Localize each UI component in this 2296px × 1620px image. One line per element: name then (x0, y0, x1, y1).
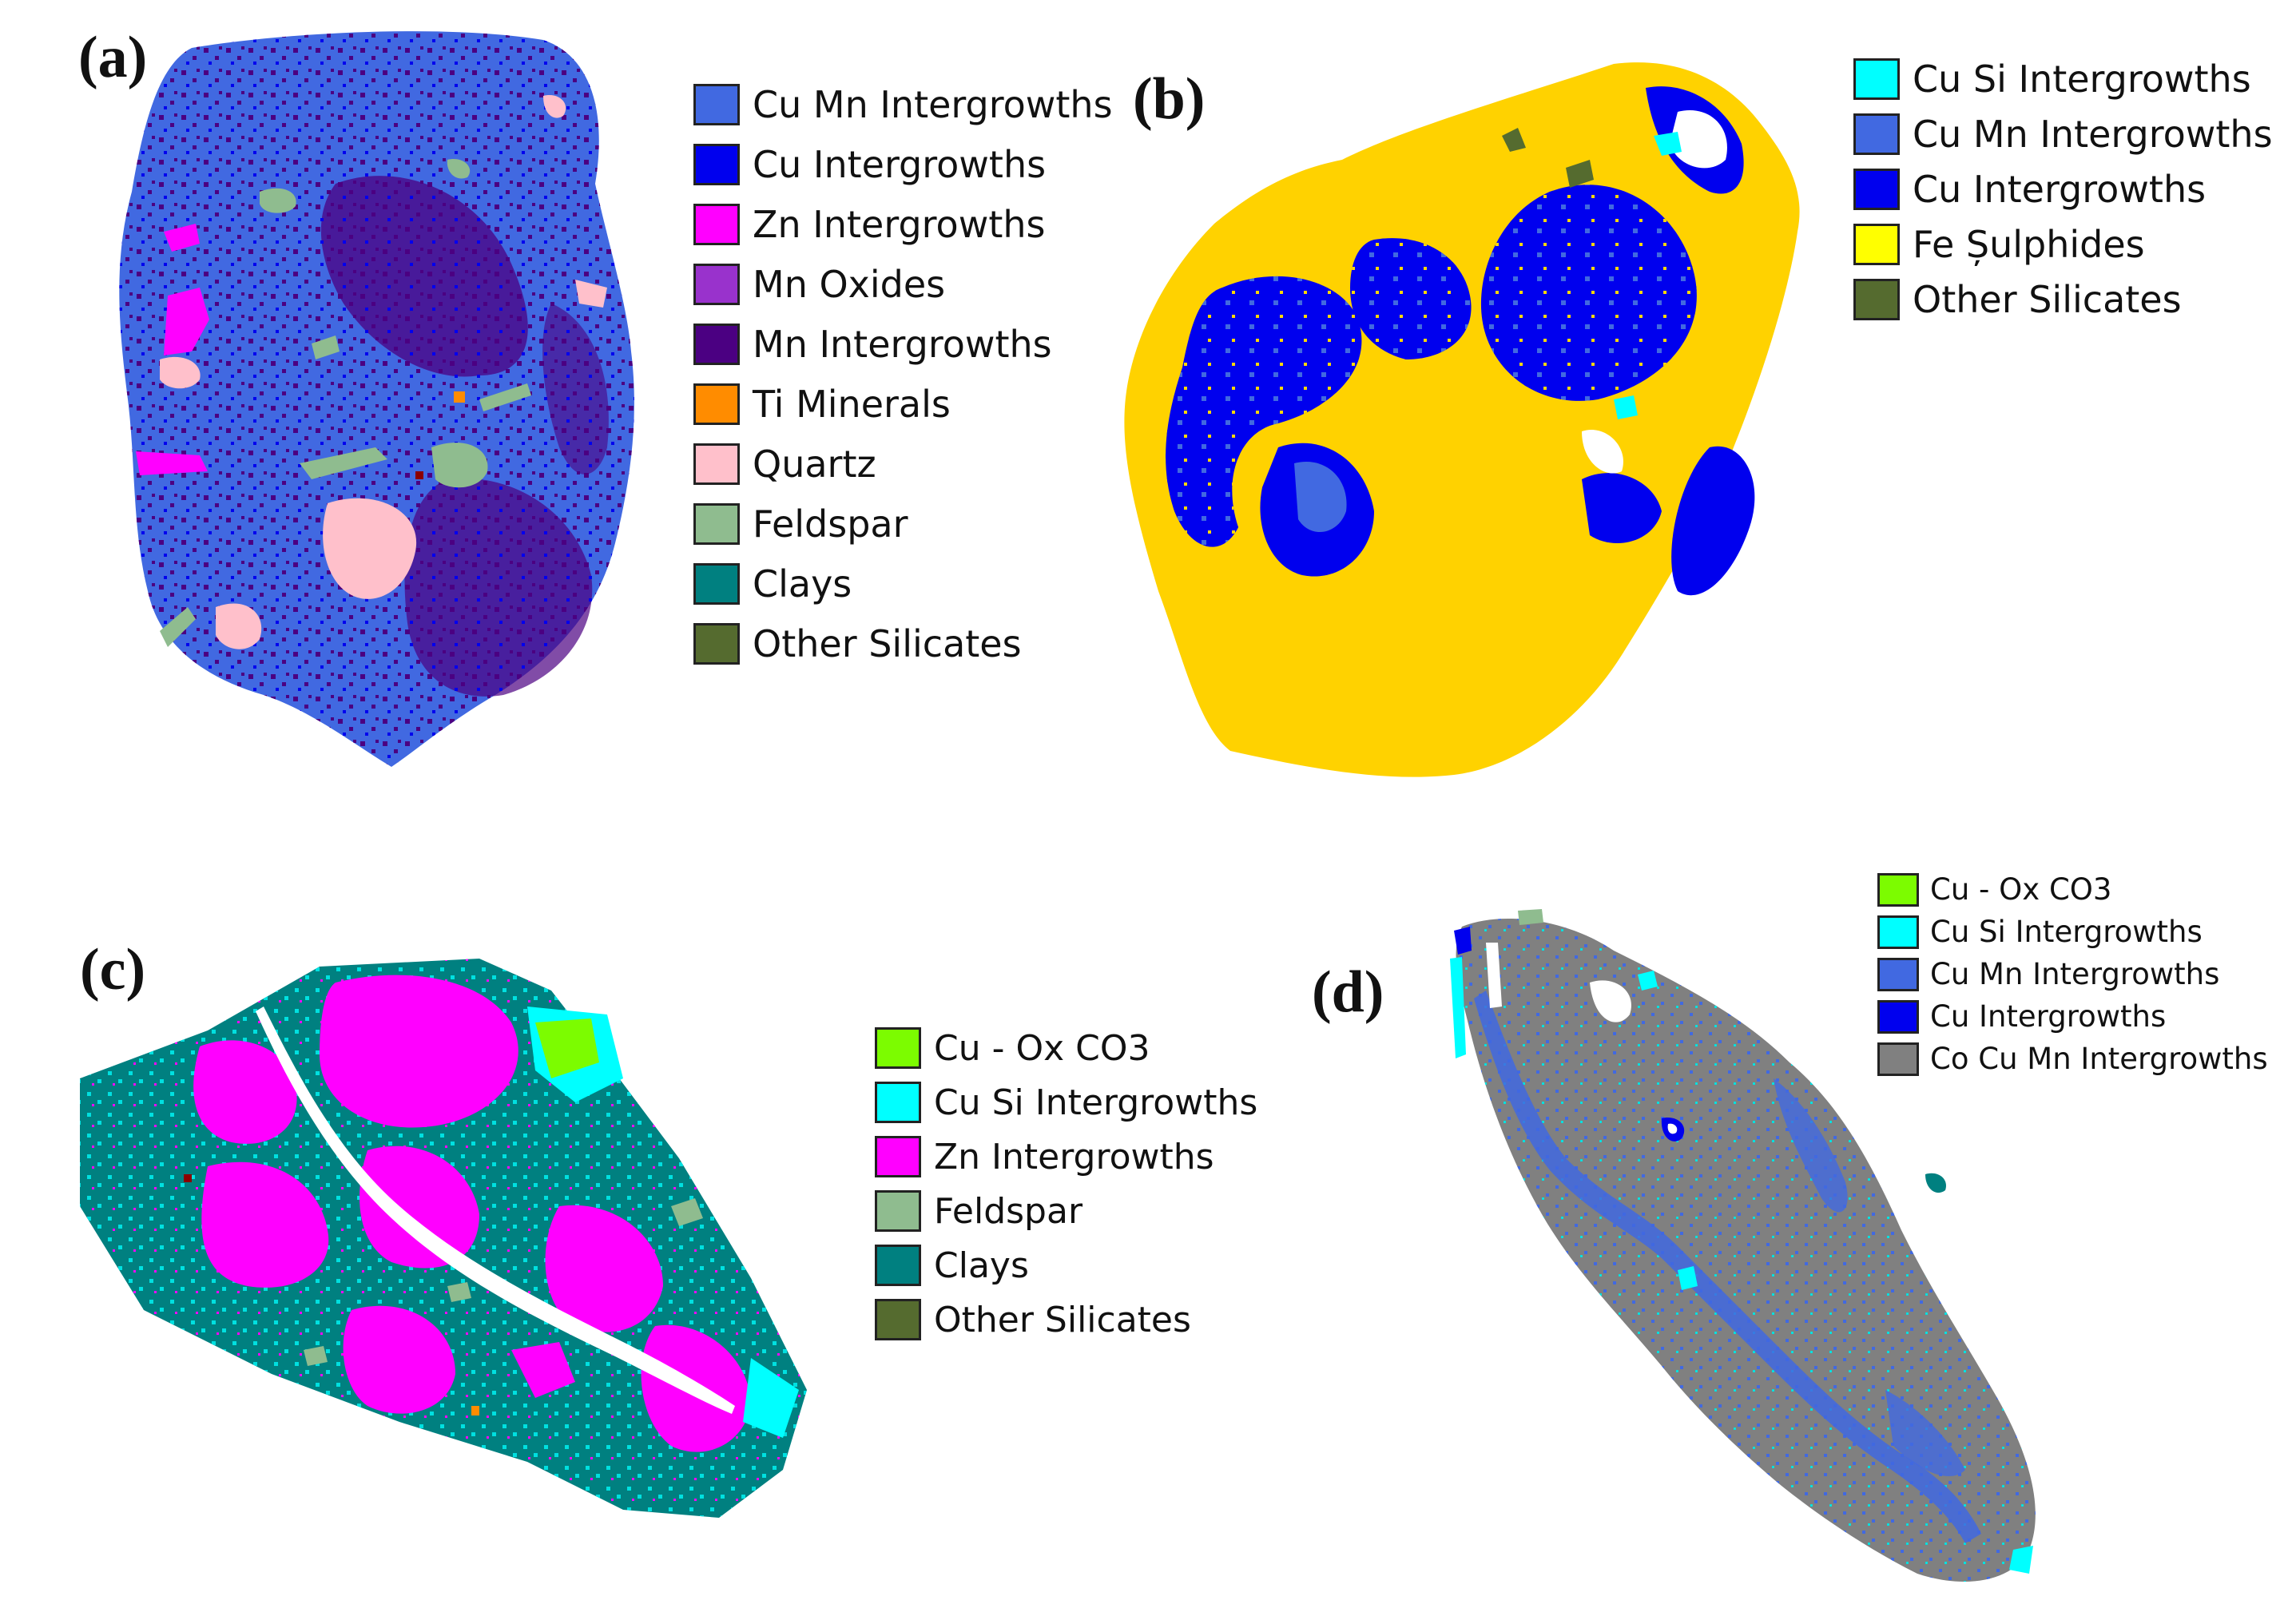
legend-swatch (693, 203, 740, 245)
legend-label: Quartz (753, 442, 876, 486)
legend-label: Zn Intergrowths (934, 1136, 1214, 1177)
legend-swatch (875, 1299, 921, 1340)
legend-item: Cu Si Intergrowths (1877, 911, 2268, 953)
legend-swatch (1877, 1042, 1919, 1076)
legend-item: Cu Mn Intergrowths (1853, 106, 2273, 161)
legend-item: Cu Mn Intergrowths (1877, 953, 2268, 995)
legend-label: Zn Intergrowths (753, 202, 1046, 246)
panel-b-mineral-map (1124, 62, 1800, 777)
legend-swatch (1853, 58, 1900, 100)
legend-swatch (1877, 999, 1919, 1034)
legend-label: Fe Șulphides (1913, 222, 2145, 266)
legend-item: Cu Si Intergrowths (875, 1075, 1257, 1130)
panel-c-label: (c) (80, 937, 146, 1003)
legend-label: Cu Mn Intergrowths (753, 82, 1113, 126)
legend-swatch (1877, 957, 1919, 991)
panel-d-legend: Cu - Ox CO3 Cu Si Intergrowths Cu Mn Int… (1877, 868, 2268, 1080)
legend-label: Ti Minerals (753, 382, 951, 426)
legend-item: Cu Intergrowths (693, 134, 1113, 194)
legend-swatch (875, 1190, 921, 1232)
legend-swatch (693, 443, 740, 485)
legend-label: Cu - Ox CO3 (934, 1027, 1150, 1069)
legend-item: Zn Intergrowths (693, 194, 1113, 254)
legend-item: Mn Intergrowths (693, 314, 1113, 374)
legend-swatch (875, 1027, 921, 1069)
panel-d-label: (d) (1312, 959, 1384, 1025)
legend-label: Other Silicates (934, 1299, 1191, 1340)
legend-item: Clays (875, 1238, 1257, 1292)
legend-label: Cu Mn Intergrowths (1930, 957, 2220, 991)
legend-swatch (1877, 872, 1919, 907)
legend-label: Clays (753, 562, 852, 606)
panel-b-label: (b) (1133, 66, 1206, 132)
legend-item: Co Cu Mn Intergrowths (1877, 1038, 2268, 1080)
panel-d-mineral-map (1450, 909, 2036, 1582)
legend-item: Zn Intergrowths (875, 1130, 1257, 1184)
legend-swatch (875, 1245, 921, 1286)
panel-c-legend: Cu - Ox CO3 Cu Si Intergrowths Zn Interg… (875, 1021, 1257, 1347)
legend-item: Cu - Ox CO3 (875, 1021, 1257, 1075)
legend-swatch (693, 502, 740, 545)
legend-item: Feldspar (875, 1184, 1257, 1238)
legend-label: Other Silicates (1913, 277, 2182, 321)
legend-item: Quartz (693, 434, 1113, 494)
legend-label: Other Silicates (753, 621, 1022, 665)
legend-swatch (1853, 113, 1900, 155)
legend-swatch (1877, 915, 1919, 949)
legend-swatch (875, 1136, 921, 1177)
legend-item: Fe Șulphides (1853, 216, 2273, 272)
legend-swatch (693, 263, 740, 305)
legend-item: Cu Mn Intergrowths (693, 74, 1113, 134)
legend-item: Cu Intergrowths (1853, 161, 2273, 216)
legend-label: Mn Intergrowths (753, 322, 1052, 366)
legend-label: Feldspar (934, 1190, 1083, 1232)
legend-label: Feldspar (753, 502, 908, 546)
legend-item: Other Silicates (693, 613, 1113, 673)
legend-swatch (1853, 168, 1900, 210)
panel-a-label: (a) (78, 25, 148, 90)
legend-label: Cu Intergrowths (1930, 999, 2167, 1034)
legend-label: Cu Si Intergrowths (1930, 915, 2203, 949)
legend-item: Other Silicates (875, 1292, 1257, 1347)
legend-swatch (693, 562, 740, 605)
legend-label: Cu Si Intergrowths (934, 1082, 1258, 1123)
legend-label: Clays (934, 1245, 1029, 1286)
legend-swatch (875, 1082, 921, 1123)
legend-label: Cu Si Intergrowths (1913, 57, 2251, 101)
legend-label: Cu - Ox CO3 (1930, 872, 2112, 907)
legend-item: Clays (693, 554, 1113, 613)
legend-label: Cu Intergrowths (753, 142, 1047, 186)
panel-a-legend: Cu Mn Intergrowths Cu Intergrowths Zn In… (693, 74, 1113, 673)
legend-swatch (693, 83, 740, 125)
legend-label: Cu Mn Intergrowths (1913, 112, 2273, 156)
legend-item: Cu Intergrowths (1877, 995, 2268, 1038)
legend-item: Cu Si Intergrowths (1853, 51, 2273, 106)
legend-label: Co Cu Mn Intergrowths (1930, 1042, 2268, 1076)
panel-b-legend: Cu Si Intergrowths Cu Mn Intergrowths Cu… (1853, 51, 2273, 327)
legend-item: Mn Oxides (693, 254, 1113, 314)
legend-swatch (693, 622, 740, 665)
legend-item: Cu - Ox CO3 (1877, 868, 2268, 911)
legend-label: Mn Oxides (753, 262, 946, 306)
legend-swatch (1853, 223, 1900, 265)
panel-a-mineral-map (119, 31, 634, 768)
panel-c-mineral-map (80, 959, 807, 1518)
legend-swatch (693, 323, 740, 365)
legend-swatch (693, 383, 740, 425)
legend-label: Cu Intergrowths (1913, 167, 2207, 211)
legend-swatch (1853, 278, 1900, 320)
legend-swatch (693, 143, 740, 185)
legend-item: Feldspar (693, 494, 1113, 554)
legend-item: Other Silicates (1853, 272, 2273, 327)
legend-item: Ti Minerals (693, 374, 1113, 434)
